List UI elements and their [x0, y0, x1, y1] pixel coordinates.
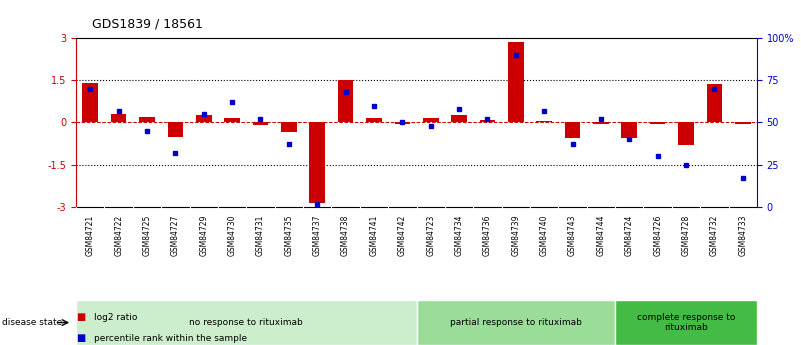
Bar [366, 118, 382, 122]
Text: GSM84735: GSM84735 [284, 215, 293, 256]
Bar [593, 122, 609, 124]
Bar [111, 114, 127, 122]
Bar [395, 122, 410, 124]
Bar [678, 122, 694, 145]
Text: GSM84724: GSM84724 [625, 215, 634, 256]
Bar [622, 122, 637, 138]
Bar [309, 122, 325, 203]
Text: percentile rank within the sample: percentile rank within the sample [94, 334, 247, 343]
Text: no response to rituximab: no response to rituximab [189, 318, 304, 327]
Bar [615, 300, 757, 345]
Bar [196, 116, 211, 122]
Text: GSM84738: GSM84738 [341, 215, 350, 256]
Text: complete response to
rituximab: complete response to rituximab [637, 313, 735, 332]
Text: GSM84743: GSM84743 [568, 215, 577, 256]
Text: GSM84734: GSM84734 [455, 215, 464, 256]
Text: GSM84737: GSM84737 [312, 215, 322, 256]
Text: GSM84732: GSM84732 [710, 215, 718, 256]
Text: GSM84729: GSM84729 [199, 215, 208, 256]
Bar [76, 300, 417, 345]
Bar [451, 116, 467, 122]
Bar [252, 122, 268, 125]
Text: GSM84726: GSM84726 [653, 215, 662, 256]
Bar [735, 122, 751, 124]
Text: GSM84742: GSM84742 [398, 215, 407, 256]
Text: GSM84731: GSM84731 [256, 215, 265, 256]
Text: ■: ■ [76, 313, 86, 322]
Bar [167, 122, 183, 137]
Bar [417, 300, 615, 345]
Bar [338, 80, 353, 122]
Text: GSM84723: GSM84723 [426, 215, 435, 256]
Bar [224, 118, 240, 122]
Text: GSM84736: GSM84736 [483, 215, 492, 256]
Bar [650, 122, 666, 124]
Text: log2 ratio: log2 ratio [94, 313, 137, 322]
Text: GDS1839 / 18561: GDS1839 / 18561 [92, 17, 203, 30]
Text: GSM84722: GSM84722 [115, 215, 123, 256]
Bar [565, 122, 581, 138]
Text: GSM84727: GSM84727 [171, 215, 180, 256]
Text: GSM84740: GSM84740 [540, 215, 549, 256]
Text: GSM84744: GSM84744 [597, 215, 606, 256]
Text: partial response to rituximab: partial response to rituximab [450, 318, 582, 327]
Text: GSM84733: GSM84733 [739, 215, 747, 256]
Bar [423, 118, 438, 122]
Bar [83, 83, 98, 122]
Bar [480, 120, 495, 122]
Text: ■: ■ [76, 333, 86, 343]
Bar [706, 85, 723, 122]
Text: GSM84739: GSM84739 [511, 215, 521, 256]
Bar [537, 121, 552, 122]
Bar [139, 117, 155, 122]
Text: GSM84730: GSM84730 [227, 215, 236, 256]
Bar [508, 42, 524, 122]
Bar [281, 122, 296, 132]
Text: GSM84721: GSM84721 [86, 215, 95, 256]
Text: GSM84725: GSM84725 [143, 215, 151, 256]
Text: disease state: disease state [2, 318, 62, 327]
Text: GSM84741: GSM84741 [369, 215, 378, 256]
Text: GSM84728: GSM84728 [682, 215, 690, 256]
